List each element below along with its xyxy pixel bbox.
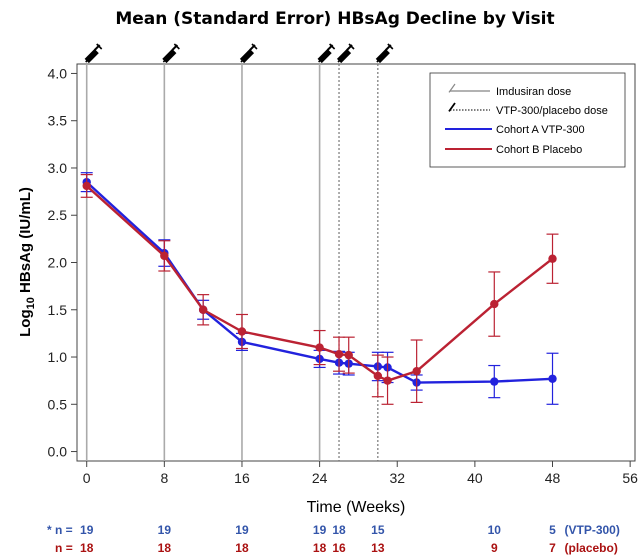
x-tick-label: 16 — [234, 470, 250, 486]
y-tick-label: 1.5 — [48, 302, 68, 318]
y-tick-label: 2.5 — [48, 207, 68, 223]
legend-label-imdusiran: Imdusiran dose — [496, 86, 571, 98]
syringe-barrel — [162, 48, 177, 64]
data-point — [344, 350, 353, 360]
syringe-barrel — [375, 48, 390, 64]
n-row-prefix: n = — [55, 541, 73, 555]
y-tick-label: 1.0 — [48, 349, 68, 365]
n-count: 18 — [332, 523, 346, 537]
x-tick-label: 0 — [83, 470, 91, 486]
n-count: 15 — [371, 523, 385, 537]
y-tick-label: 0.0 — [48, 444, 68, 460]
n-count: 19 — [158, 523, 172, 537]
legend-pen-icon-imdusiran — [448, 83, 456, 93]
data-point — [373, 371, 383, 381]
n-count: 19 — [313, 523, 327, 537]
legend-pen-icon-vtp300 — [448, 102, 456, 112]
legend-box — [429, 72, 626, 168]
n-count: 19 — [235, 523, 249, 537]
n-count: 9 — [491, 541, 498, 555]
n-rows: * n = 19 19 19 19 18 15 10 5 (VTP-300) n = 18 18 18 18… — [47, 523, 620, 555]
syringe-icon — [317, 43, 336, 64]
legend-label-cohort-a: Cohort A VTP-300 — [496, 124, 585, 136]
chart-title: Mean (Standard Error) HBsAg Decline by V… — [115, 9, 554, 29]
dose-markers — [84, 43, 394, 64]
x-tick-label: 8 — [160, 470, 168, 486]
data-point — [334, 349, 344, 359]
data-point — [548, 374, 557, 383]
n-count: 18 — [158, 541, 172, 555]
syringe-icon — [239, 43, 258, 64]
syringe-icon — [84, 43, 103, 64]
n-count: 18 — [235, 541, 249, 555]
syringe-cap — [329, 43, 336, 50]
y-tick-label: 4.0 — [48, 65, 68, 81]
legend-label-cohort-b: Cohort B Placebo — [496, 144, 582, 156]
x-tick-label: 56 — [622, 470, 638, 486]
syringe-barrel — [239, 48, 255, 64]
syringe-barrel — [84, 48, 99, 64]
data-point — [548, 254, 557, 263]
y-axis-label: Log10 HBsAg (IU/mL) — [17, 187, 37, 337]
data-point — [383, 376, 392, 385]
syringe-barrel — [317, 48, 332, 64]
syringe-icon — [162, 43, 180, 64]
data-point — [315, 343, 324, 352]
data-point — [82, 181, 91, 191]
x-tick-label: 32 — [389, 470, 405, 486]
n-row-prefix: * n = — [47, 523, 73, 537]
syringe-cap — [96, 43, 103, 50]
syringe-cap — [173, 43, 180, 50]
n-count: 16 — [332, 541, 346, 555]
legend: Imdusiran dose VTP-300/placebo dose Coho… — [429, 72, 626, 168]
syringe-cap — [387, 43, 394, 50]
syringe-icon — [336, 43, 355, 64]
x-axis-label: Time (Weeks) — [307, 499, 406, 516]
data-point — [490, 299, 499, 309]
dose-lines — [85, 64, 379, 461]
legend-label-vtp300-dose: VTP-300/placebo dose — [496, 105, 608, 117]
n-count: 18 — [80, 541, 94, 555]
n-count: 5 — [549, 523, 556, 537]
x-tick-label: 40 — [467, 470, 483, 486]
y-tick-label: 3.5 — [48, 113, 68, 129]
series-cohort-b — [80, 173, 559, 405]
syringe-icon — [375, 43, 394, 64]
syringe-cap — [251, 43, 258, 50]
data-point — [490, 377, 499, 386]
n-count: 7 — [549, 541, 556, 555]
axes: 0 8 16 24 32 40 48 56 0.0 0.5 1.0 1.5 2.0 2.5 3.0 3.5 4.… — [48, 65, 639, 486]
n-row-suffix: (placebo) — [565, 541, 618, 555]
n-count: 10 — [488, 523, 502, 537]
data-point — [237, 327, 247, 336]
y-tick-label: 2.0 — [48, 255, 68, 271]
data-point — [198, 305, 208, 314]
y-tick-label: 0.5 — [48, 396, 68, 412]
data-point — [412, 367, 421, 376]
x-tick-label: 24 — [312, 470, 328, 486]
x-tick-label: 48 — [545, 470, 561, 486]
syringe-cap — [348, 43, 355, 50]
y-tick-label: 3.0 — [48, 160, 68, 176]
data-point — [160, 251, 169, 261]
syringe-barrel — [336, 48, 352, 64]
n-count: 18 — [313, 541, 327, 555]
n-count: 19 — [80, 523, 94, 537]
n-count: 13 — [371, 541, 385, 555]
series-line — [85, 185, 554, 382]
n-row-suffix: (VTP-300) — [565, 523, 620, 537]
series-group — [80, 172, 559, 405]
